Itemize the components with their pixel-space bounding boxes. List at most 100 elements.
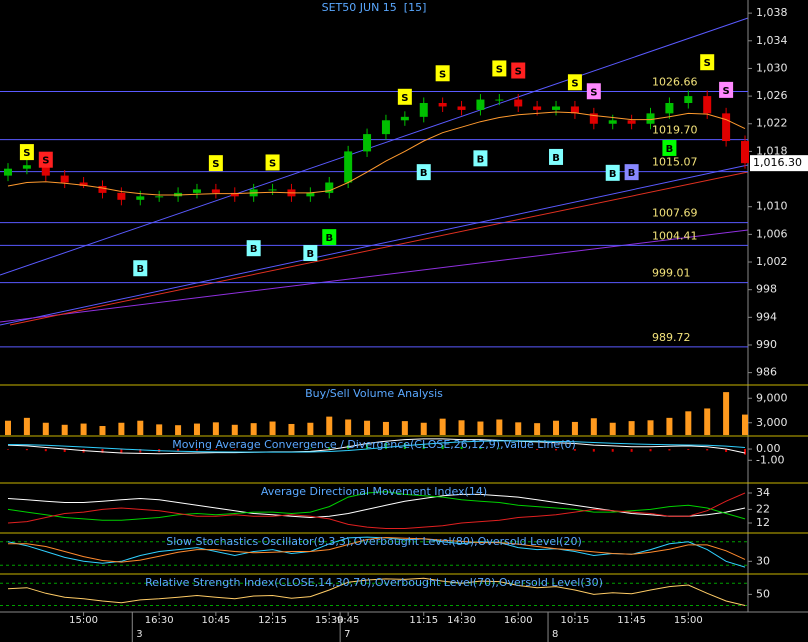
histogram-bar [120, 449, 123, 453]
signal-marker [265, 154, 280, 171]
y-tick-label: 3,000 [756, 416, 788, 429]
y-tick-label: 990 [756, 338, 777, 351]
price-level-label: 989.72 [652, 331, 691, 344]
price-tag-label: 1,016.30 [753, 156, 802, 169]
signal-marker [416, 164, 431, 181]
signal-label: B [136, 264, 144, 275]
volume-bar [685, 411, 692, 435]
histogram-bar [592, 449, 595, 452]
histogram-bar [422, 443, 425, 450]
series-line [7, 438, 746, 455]
trendline [9, 171, 749, 326]
volume-bar [288, 423, 295, 435]
histogram-bar [498, 448, 501, 450]
volume-bar [420, 422, 427, 435]
series-line [7, 492, 746, 529]
volume-bar [307, 422, 314, 435]
candle-body [211, 189, 220, 193]
signal-marker [38, 151, 53, 168]
signal-label: S [496, 64, 503, 75]
candle-body [684, 96, 693, 104]
candle-body [98, 185, 107, 193]
volume-bar [23, 417, 30, 435]
y-tick-label: 22 [756, 502, 770, 515]
price-level-label: 999.01 [652, 267, 691, 280]
price-tag [750, 155, 808, 172]
signal-marker [435, 65, 450, 82]
x-tick-label: 11:45 [617, 615, 646, 626]
histogram-bar [687, 449, 690, 450]
volume-bar [156, 424, 163, 435]
signal-marker [208, 155, 223, 172]
signal-marker [322, 229, 337, 246]
x-tick-label: 16:30 [145, 615, 174, 626]
x-tick-label: 11:15 [409, 615, 438, 626]
volume-bar [212, 422, 219, 435]
candle-body [703, 96, 712, 114]
signal-label: B [325, 233, 333, 244]
histogram-bar [668, 449, 671, 451]
histogram-bar [441, 445, 444, 450]
panel-title: Slow Stochastics Oscillator(9,3,3),Overb… [166, 535, 582, 548]
volume-bar [193, 423, 200, 435]
signal-marker [549, 148, 564, 165]
candle-body [589, 113, 598, 124]
signal-label: B [552, 153, 560, 164]
candle-body [79, 182, 88, 186]
volume-bar [628, 421, 635, 435]
volume-bar [345, 419, 352, 435]
signal-marker [492, 60, 507, 77]
candle-body [570, 106, 579, 114]
histogram-bar [44, 449, 47, 452]
volume-bar [666, 417, 673, 435]
candle-body [268, 189, 277, 191]
candle-body [476, 99, 485, 110]
x-tick-label: 10:15 [561, 615, 590, 626]
x-tick-label: 14:30 [447, 615, 476, 626]
histogram-bar [177, 449, 180, 452]
histogram-bar [63, 449, 66, 452]
volume-bar [477, 421, 484, 435]
signal-label: B [477, 154, 485, 165]
price-level-label: 1019.70 [652, 124, 698, 137]
day-label: 3 [136, 629, 142, 640]
price-level-label: 1007.69 [652, 207, 698, 220]
y-tick-label: 9,000 [756, 391, 788, 404]
candle-body [381, 120, 390, 135]
histogram-bar [366, 443, 369, 450]
y-tick-label: -1.00 [756, 453, 784, 466]
signal-marker [586, 83, 601, 100]
volume-bar [401, 421, 408, 435]
volume-bar [723, 392, 730, 435]
volume-bar [382, 421, 389, 435]
panel-title: Relative Strength Index(CLOSE,14,30,70),… [145, 576, 603, 589]
histogram-bar [649, 449, 652, 452]
y-tick-label: 998 [756, 283, 777, 296]
panel-title: Buy/Sell Volume Analysis [305, 387, 443, 400]
histogram-bar [460, 446, 463, 450]
candle-body [22, 165, 31, 169]
histogram-bar [573, 449, 576, 451]
volume-bar [742, 414, 748, 435]
y-tick-label: 1,022 [756, 117, 788, 130]
histogram-bar [309, 448, 312, 450]
y-tick-label: 30 [756, 554, 770, 567]
volume-bar [80, 423, 87, 435]
x-tick-label: 15:00 [674, 615, 703, 626]
series-line [7, 493, 746, 519]
candle-body [60, 175, 69, 183]
y-tick-label: 994 [756, 310, 777, 323]
x-tick-label: 10:45 [201, 615, 230, 626]
signal-label: B [250, 244, 258, 255]
candle-body [306, 192, 315, 197]
signal-label: S [571, 78, 578, 89]
histogram-bar [611, 449, 614, 452]
candle-body [363, 134, 372, 152]
signal-label: B [666, 144, 674, 155]
panel-title: SET50 JUN 15 [15] [322, 1, 427, 14]
candle-body [400, 116, 409, 121]
candle-body [665, 103, 674, 114]
signal-marker [19, 144, 34, 161]
signal-label: S [590, 87, 597, 98]
signal-label: S [42, 156, 49, 167]
